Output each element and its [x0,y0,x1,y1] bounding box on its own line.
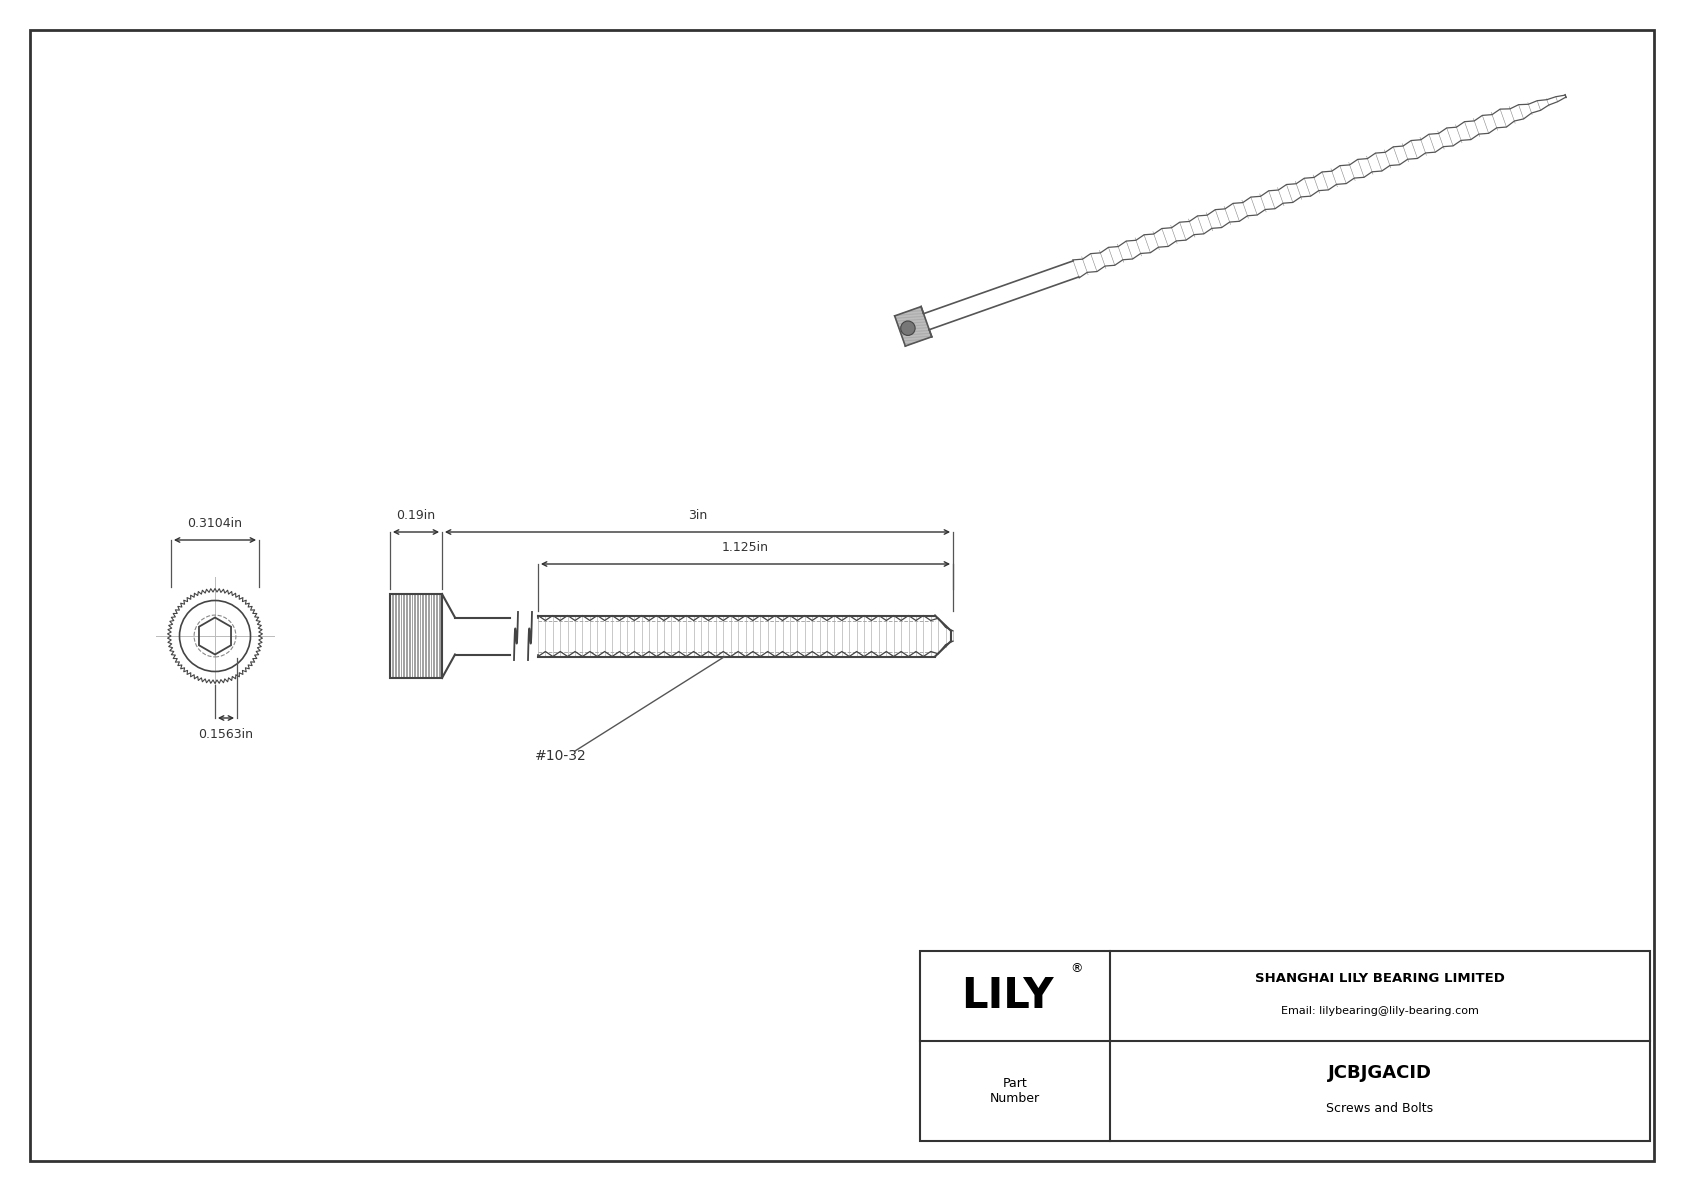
Circle shape [901,322,914,336]
Text: Email: lilybearing@lily-bearing.com: Email: lilybearing@lily-bearing.com [1282,1006,1479,1016]
Text: Part
Number: Part Number [990,1077,1041,1105]
Text: LILY: LILY [962,975,1052,1017]
Text: 0.3104in: 0.3104in [187,517,242,530]
Text: JCBJGACID: JCBJGACID [1329,1064,1431,1081]
Text: 1.125in: 1.125in [722,541,770,554]
Text: #10-32: #10-32 [536,749,586,763]
Text: 0.1563in: 0.1563in [199,728,254,741]
Text: 0.19in: 0.19in [396,509,436,522]
Bar [919,950,1650,1141]
Bar [391,594,441,678]
Text: SHANGHAI LILY BEARING LIMITED: SHANGHAI LILY BEARING LIMITED [1255,973,1505,985]
Text: Screws and Bolts: Screws and Bolts [1327,1102,1433,1115]
Text: 3in: 3in [687,509,707,522]
Text: ®: ® [1071,962,1083,975]
